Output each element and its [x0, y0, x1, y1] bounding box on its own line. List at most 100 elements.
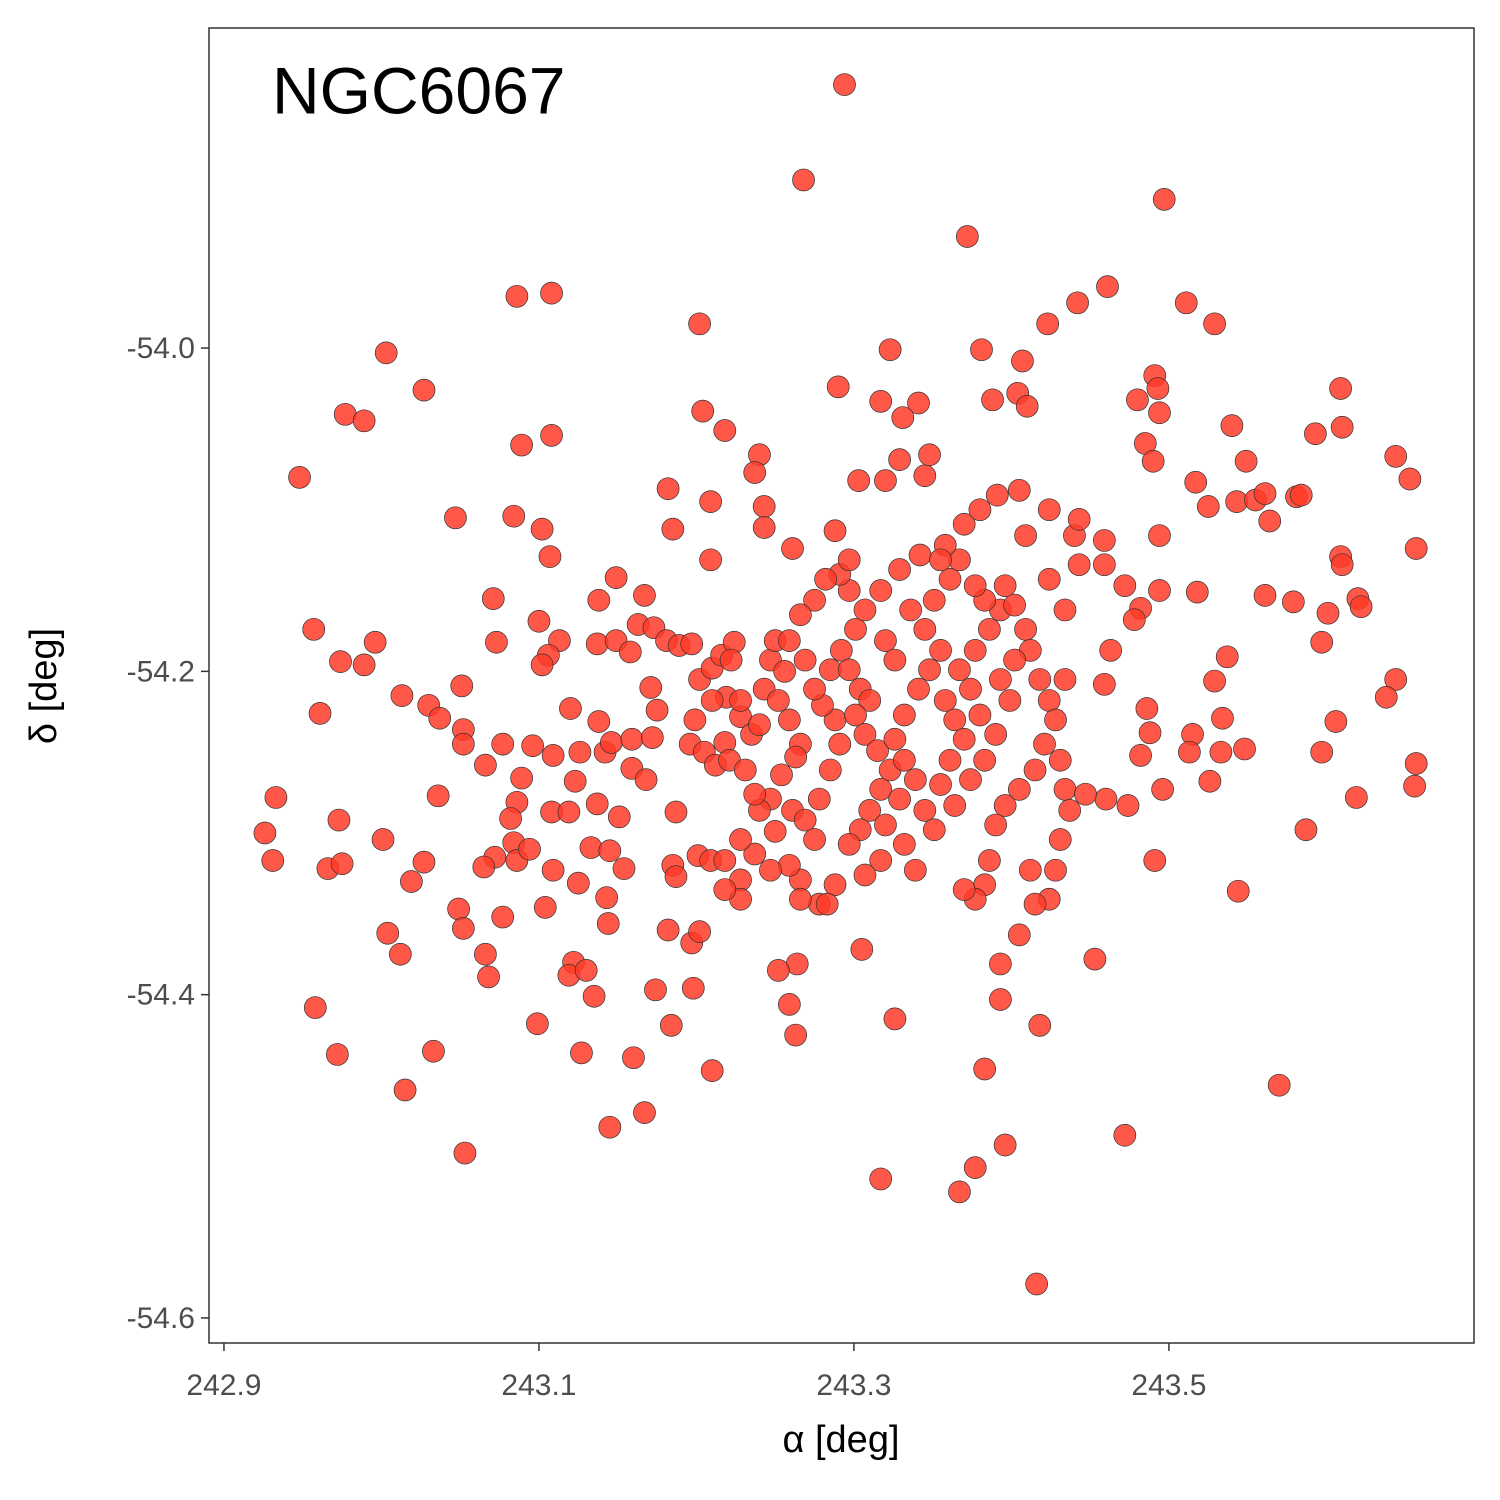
data-point — [595, 886, 619, 910]
data-point — [1067, 553, 1091, 577]
data-point — [1036, 312, 1060, 336]
data-point — [778, 992, 801, 1016]
data-point — [844, 703, 867, 727]
data-point — [1310, 740, 1334, 764]
data-point — [973, 748, 997, 772]
data-point — [1294, 818, 1318, 842]
data-point — [1033, 732, 1056, 756]
data-point — [970, 338, 993, 362]
data-point — [904, 858, 927, 882]
data-point — [327, 808, 351, 832]
data-point — [1151, 778, 1174, 801]
data-point — [883, 648, 907, 672]
data-point — [264, 786, 288, 809]
data-point — [400, 870, 423, 893]
data-point — [1374, 685, 1398, 709]
data-point — [743, 461, 767, 484]
data-point — [770, 763, 793, 787]
data-point — [869, 390, 893, 413]
data-point — [858, 799, 882, 822]
data-point — [803, 588, 826, 612]
data-point — [1403, 774, 1426, 798]
data-point — [892, 703, 916, 727]
data-point — [713, 419, 737, 442]
data-point — [1404, 752, 1428, 775]
data-point — [844, 617, 867, 641]
data-point — [428, 706, 452, 730]
data-point — [530, 517, 554, 541]
data-point — [1003, 593, 1026, 617]
data-point — [829, 638, 853, 662]
data-point — [308, 702, 332, 725]
data-point — [1025, 1272, 1048, 1296]
data-point — [1196, 495, 1220, 518]
data-point — [644, 978, 667, 1002]
data-point — [1129, 744, 1152, 767]
x-tick-label: 243.5 — [1131, 1369, 1206, 1402]
data-point — [1028, 1014, 1052, 1037]
data-point — [892, 748, 916, 772]
data-point — [766, 959, 790, 982]
data-point — [823, 873, 847, 897]
data-point — [985, 483, 1009, 507]
data-point — [661, 517, 685, 541]
data-point — [1330, 553, 1354, 577]
data-point — [989, 952, 1012, 976]
data-point — [984, 723, 1008, 746]
data-point — [600, 731, 623, 754]
data-point — [1067, 508, 1091, 531]
data-point — [1066, 291, 1089, 315]
data-point — [1304, 422, 1327, 446]
data-point — [814, 567, 837, 591]
data-point — [329, 650, 352, 674]
data-point — [688, 312, 711, 336]
data-point — [485, 630, 508, 654]
data-point — [1028, 668, 1052, 691]
data-point — [878, 338, 902, 362]
data-point — [959, 677, 982, 701]
data-point — [1203, 669, 1226, 693]
data-point — [633, 584, 656, 607]
data-point — [1209, 740, 1233, 764]
data-point — [748, 713, 771, 737]
data-point — [634, 768, 658, 792]
data-point — [533, 896, 557, 919]
data-point — [452, 732, 475, 756]
data-point — [943, 708, 967, 732]
data-point — [978, 849, 1001, 872]
data-point — [869, 778, 893, 801]
data-point — [1113, 574, 1137, 598]
data-point — [1007, 478, 1031, 502]
data-point — [981, 388, 1004, 412]
data-point — [959, 768, 982, 792]
data-point — [563, 769, 587, 793]
data-point — [303, 996, 327, 1019]
data-point — [948, 658, 971, 682]
data-point — [389, 942, 412, 966]
data-point — [288, 466, 311, 489]
data-point — [633, 1101, 656, 1125]
data-point — [973, 1057, 997, 1081]
data-point — [422, 1039, 445, 1063]
data-point — [688, 920, 711, 943]
data-point — [1253, 482, 1277, 505]
data-point — [481, 587, 505, 610]
data-point — [922, 818, 946, 842]
data-point — [1044, 858, 1067, 882]
data-point — [1011, 349, 1034, 373]
data-point — [1053, 598, 1077, 622]
data-point — [955, 225, 979, 248]
data-point — [1023, 892, 1047, 916]
data-point — [1048, 828, 1072, 851]
data-point — [828, 732, 852, 756]
data-point — [888, 558, 911, 581]
data-point — [1215, 645, 1239, 669]
data-point — [993, 1133, 1017, 1157]
data-point — [1234, 449, 1258, 473]
data-point — [1345, 786, 1368, 809]
data-point — [989, 668, 1012, 691]
data-point — [1398, 467, 1422, 491]
data-point — [579, 836, 603, 859]
data-point — [526, 1012, 549, 1036]
